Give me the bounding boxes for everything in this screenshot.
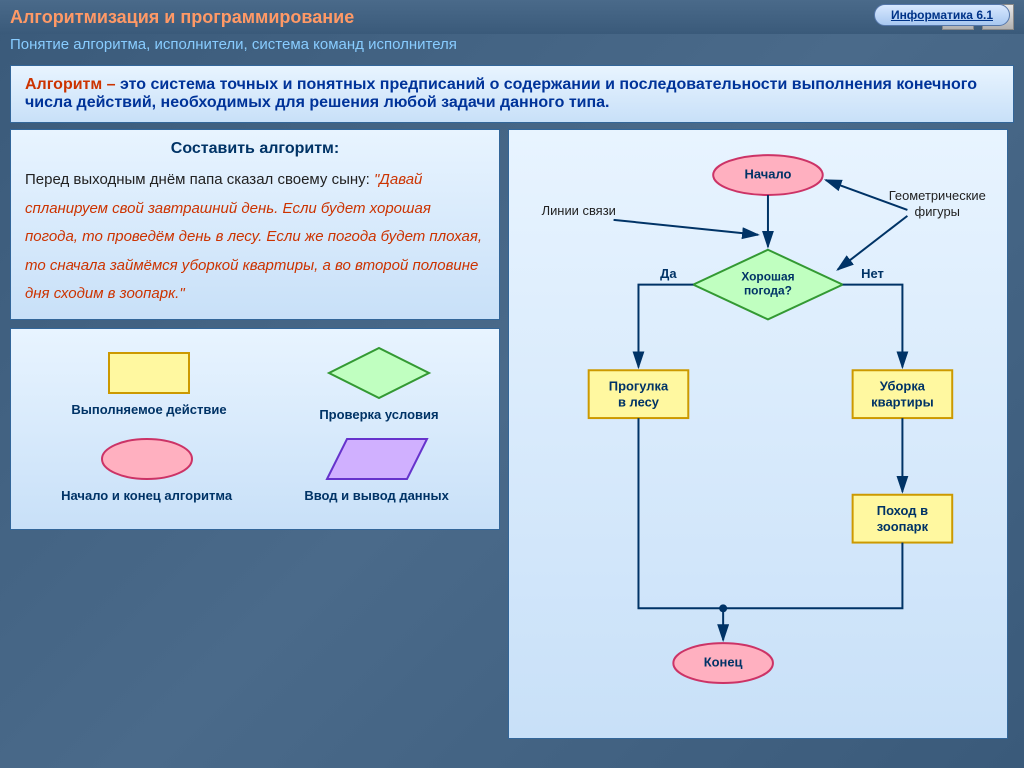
legend-process-label: Выполняемое действие: [71, 402, 226, 417]
task-panel: Составить алгоритм: Перед выходным днём …: [10, 129, 500, 320]
definition-box: Алгоритм – это система точных и понятных…: [10, 65, 1014, 123]
flowchart-svg: Линии связи Геометрические фигуры Начало…: [509, 130, 1007, 738]
svg-text:в лесу: в лесу: [618, 395, 660, 410]
svg-text:Нет: Нет: [861, 266, 884, 281]
legend-terminal: Начало и конец алгоритма: [61, 434, 232, 503]
svg-text:Начало: Начало: [745, 166, 792, 181]
shapes-label-2: фигуры: [915, 204, 960, 219]
legend-terminal-label: Начало и конец алгоритма: [61, 488, 232, 503]
task-intro: Перед выходным днём папа сказал своему с…: [25, 171, 374, 188]
task-quote: "Давай спланируем свой завтрашний день. …: [25, 171, 482, 302]
task-text: Перед выходным днём папа сказал своему с…: [25, 166, 485, 309]
flowchart-panel: Линии связи Геометрические фигуры Начало…: [508, 129, 1008, 739]
svg-text:Поход в: Поход в: [877, 503, 928, 518]
legend-process: Выполняемое действие: [71, 348, 226, 417]
legend-panel: Выполняемое действие Проверка условия На…: [10, 328, 500, 530]
legend-io-label: Ввод и вывод данных: [304, 488, 449, 503]
task-title: Составить алгоритм:: [25, 140, 485, 158]
shapes-label-1: Геометрические: [889, 188, 986, 203]
legend-io: Ввод и вывод данных: [304, 434, 449, 503]
page-subtitle: Понятие алгоритма, исполнители, система …: [0, 34, 1024, 59]
legend-decision-label: Проверка условия: [319, 407, 438, 422]
svg-text:Конец: Конец: [704, 655, 743, 670]
svg-text:Хорошаяпогода?: Хорошаяпогода?: [741, 270, 794, 298]
course-badge[interactable]: Информатика 6.1: [874, 4, 1010, 26]
svg-text:Прогулка: Прогулка: [609, 379, 669, 394]
svg-text:квартиры: квартиры: [871, 395, 933, 410]
legend-decision: Проверка условия: [319, 343, 438, 422]
connections-label: Линии связи: [542, 203, 616, 218]
svg-text:Да: Да: [660, 266, 677, 281]
svg-text:Уборка: Уборка: [880, 379, 926, 394]
definition-text: это система точных и понятных предписани…: [25, 76, 977, 111]
page-title: Алгоритмизация и программирование: [10, 7, 354, 28]
header-bar: Алгоритмизация и программирование ◄ ►: [0, 0, 1024, 34]
definition-term: Алгоритм –: [25, 76, 120, 93]
svg-text:зоопарк: зоопарк: [877, 519, 929, 534]
